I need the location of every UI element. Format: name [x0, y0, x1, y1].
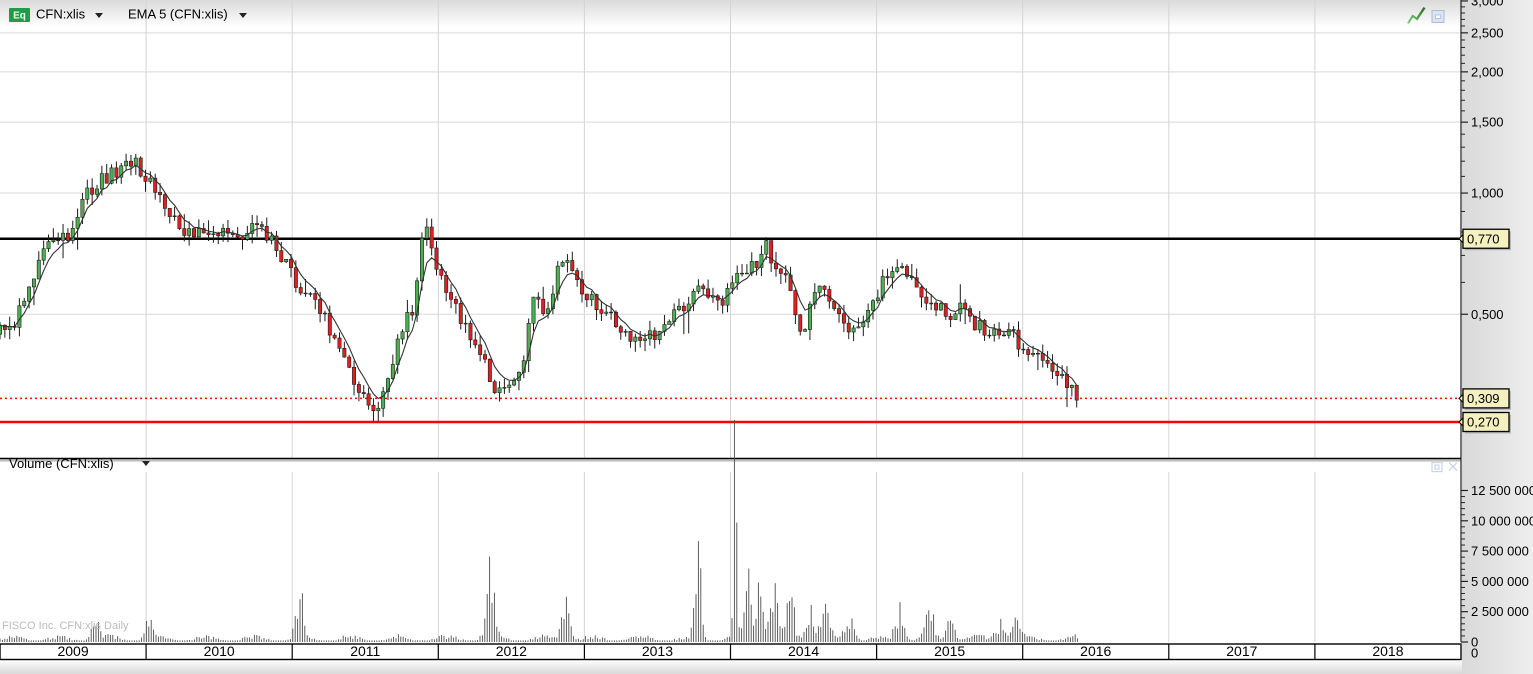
svg-text:EMA 5 (CFN:xlis): EMA 5 (CFN:xlis) [128, 7, 228, 22]
svg-text:0: 0 [1471, 646, 1478, 661]
svg-text:CFN:xlis: CFN:xlis [36, 7, 86, 22]
svg-text:12 500 000: 12 500 000 [1471, 483, 1533, 498]
svg-text:2016: 2016 [1080, 643, 1111, 659]
svg-text:10 000 000: 10 000 000 [1471, 513, 1533, 528]
svg-text:2 500 000: 2 500 000 [1471, 604, 1529, 619]
svg-text:2,500: 2,500 [1471, 25, 1504, 40]
svg-text:3,000: 3,000 [1471, 0, 1504, 8]
svg-text:2018: 2018 [1372, 643, 1403, 659]
svg-text:2009: 2009 [57, 643, 88, 659]
svg-text:1,000: 1,000 [1471, 186, 1504, 201]
svg-text:Eq: Eq [13, 11, 26, 22]
svg-text:0,309: 0,309 [1467, 391, 1500, 406]
svg-text:0,500: 0,500 [1471, 307, 1504, 322]
svg-text:2,000: 2,000 [1471, 64, 1504, 79]
svg-text:2017: 2017 [1226, 643, 1257, 659]
svg-text:2014: 2014 [788, 643, 819, 659]
svg-text:1,500: 1,500 [1471, 115, 1504, 130]
svg-text:0,270: 0,270 [1467, 414, 1500, 429]
svg-text:2010: 2010 [204, 643, 235, 659]
svg-text:5 000 000: 5 000 000 [1471, 574, 1529, 589]
svg-text:FISCO Inc. CFN:xlis Daily: FISCO Inc. CFN:xlis Daily [2, 620, 129, 632]
svg-text:Volume (CFN:xlis): Volume (CFN:xlis) [9, 456, 114, 471]
svg-text:2012: 2012 [496, 643, 527, 659]
svg-text:2011: 2011 [350, 643, 380, 659]
svg-text:7 500 000: 7 500 000 [1471, 544, 1529, 559]
svg-text:2013: 2013 [642, 643, 673, 659]
svg-text:2015: 2015 [934, 643, 965, 659]
svg-text:0,770: 0,770 [1467, 231, 1500, 246]
